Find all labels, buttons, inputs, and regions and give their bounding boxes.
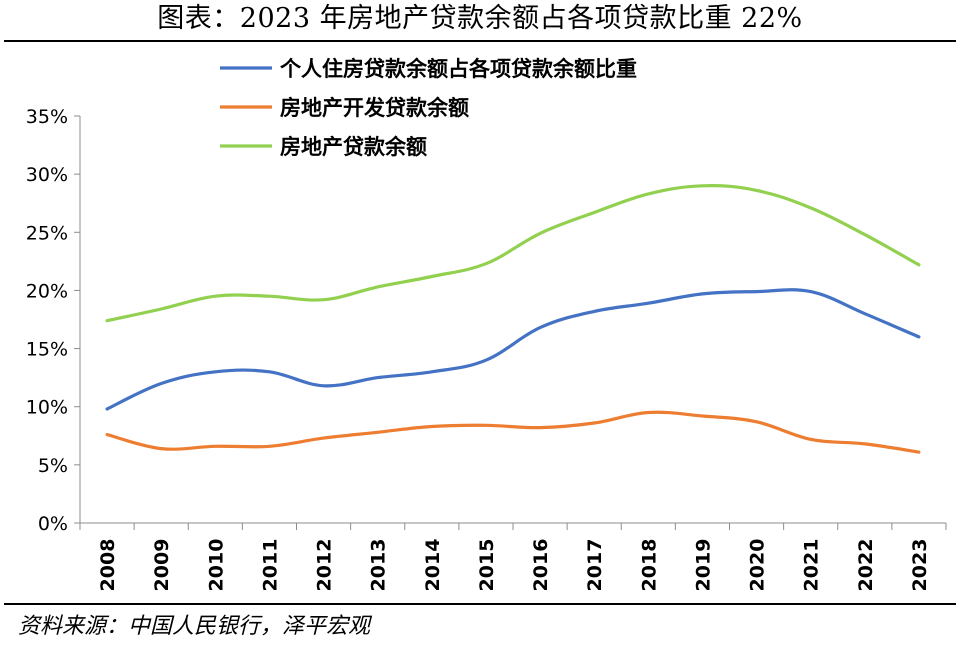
- legend-label: 房地产贷款余额: [280, 135, 427, 159]
- series-line-real-estate-loans: [105, 184, 921, 323]
- x-tick-label: 2015: [476, 539, 498, 592]
- x-tick-label: 2016: [530, 539, 552, 592]
- x-tick-label: 2023: [909, 539, 931, 592]
- x-tick-label: 2020: [747, 539, 769, 592]
- y-tick-label: 0%: [38, 513, 68, 535]
- x-tick-label: 2012: [314, 539, 336, 592]
- x-tick-label: 2019: [692, 539, 714, 592]
- series-line-developer-loans: [105, 410, 921, 454]
- legend-label: 房地产开发贷款余额: [280, 96, 469, 120]
- y-tick-label: 30%: [26, 164, 68, 186]
- x-tick-label: 2013: [368, 539, 390, 592]
- x-tick-label: 2008: [97, 539, 119, 592]
- x-tick-label: 2009: [151, 539, 173, 592]
- y-tick-label: 20%: [26, 280, 68, 302]
- y-tick-label: 15%: [26, 339, 68, 361]
- y-tick-label: 35%: [26, 106, 68, 128]
- bottom-rule: [4, 603, 956, 605]
- series-line-personal-housing-loans: [105, 288, 921, 411]
- top-rule: [4, 40, 956, 42]
- x-tick-label: 2021: [801, 539, 823, 592]
- x-tick-label: 2010: [205, 539, 227, 592]
- y-tick-label: 5%: [38, 455, 68, 477]
- chart-title: 图表：2023 年房地产贷款余额占各项贷款比重 22%: [157, 3, 803, 34]
- source-note: 资料来源：中国人民银行，泽平宏观: [18, 614, 371, 639]
- line-chart: 0% 5% 10% 15% 20% 25% 30% 35% 2008 2009 2010 2011 20…: [26, 57, 947, 592]
- y-tick-label: 25%: [26, 222, 68, 244]
- y-tick-label: 10%: [26, 397, 68, 419]
- x-tick-label: 2018: [638, 539, 660, 592]
- legend-label: 个人住房贷款余额占各项贷款余额比重: [280, 57, 637, 81]
- x-tick-label: 2014: [422, 539, 444, 592]
- x-tick-label: 2022: [855, 539, 877, 592]
- x-tick-label: 2011: [259, 539, 281, 592]
- x-tick-label: 2017: [584, 539, 606, 592]
